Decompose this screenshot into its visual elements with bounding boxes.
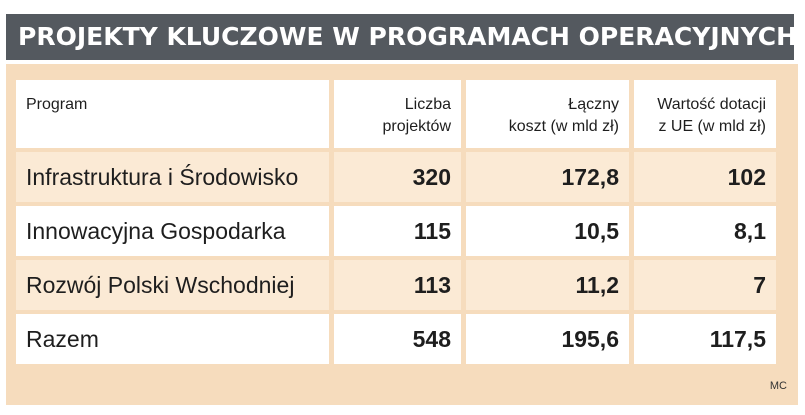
row-eu: 8,1 — [634, 206, 776, 260]
row-projects: 115 — [334, 206, 466, 260]
table-title: PROJEKTY KLUCZOWE W PROGRAMACH OPERACYJN… — [6, 14, 794, 60]
row-program: Infrastruktura i Środowisko — [16, 152, 334, 206]
header-program: Program — [16, 80, 334, 152]
row-eu: 117,5 — [634, 314, 776, 368]
table-row-total: Razem 548 195,6 117,5 — [16, 314, 776, 368]
header-eu: Wartość dotacji z UE (w mld zł) — [634, 80, 776, 152]
row-cost: 10,5 — [466, 206, 634, 260]
row-program: Rozwój Polski Wschodniej — [16, 260, 334, 314]
row-eu: 7 — [634, 260, 776, 314]
header-cost: Łączny koszt (w mld zł) — [466, 80, 634, 152]
header-projects: Liczba projektów — [334, 80, 466, 152]
header-row: Program Liczba projektów Łączny koszt (w… — [16, 80, 776, 152]
row-cost: 195,6 — [466, 314, 634, 368]
row-cost: 11,2 — [466, 260, 634, 314]
row-program: Razem — [16, 314, 334, 368]
header-cost-line2: koszt (w mld zł) — [508, 118, 619, 135]
header-eu-line2: z UE (w mld zł) — [658, 118, 766, 135]
header-cost-line1: Łączny — [568, 96, 619, 113]
header-eu-line1: Wartość dotacji — [657, 96, 766, 113]
source-credit: MC — [769, 380, 787, 392]
row-projects: 548 — [334, 314, 466, 368]
table-row: Innowacyjna Gospodarka 115 10,5 8,1 — [16, 206, 776, 260]
table-row: Infrastruktura i Środowisko 320 172,8 10… — [16, 152, 776, 206]
row-projects: 113 — [334, 260, 466, 314]
row-eu: 102 — [634, 152, 776, 206]
row-projects: 320 — [334, 152, 466, 206]
projects-table: Program Liczba projektów Łączny koszt (w… — [16, 80, 776, 368]
header-projects-line2: projektów — [382, 118, 451, 135]
header-program-label: Program — [26, 96, 88, 113]
header-projects-line1: Liczba — [404, 96, 451, 113]
row-program: Innowacyjna Gospodarka — [16, 206, 334, 260]
row-cost: 172,8 — [466, 152, 634, 206]
table-row: Rozwój Polski Wschodniej 113 11,2 7 — [16, 260, 776, 314]
